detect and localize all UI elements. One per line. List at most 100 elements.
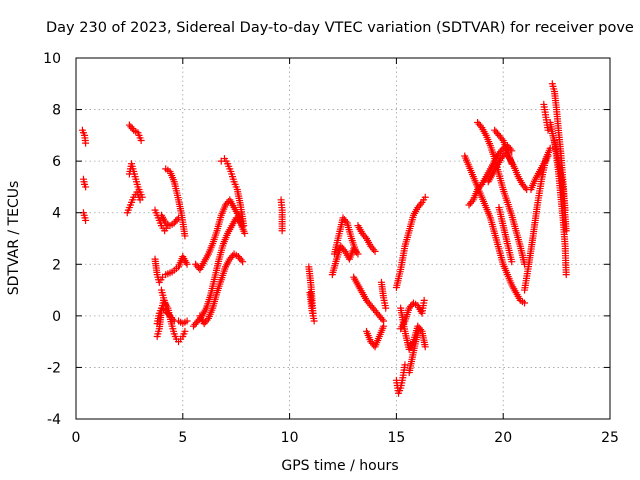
data-point-interp xyxy=(498,135,506,143)
series-s2c xyxy=(123,188,144,217)
data-point xyxy=(354,250,362,258)
data-point xyxy=(415,325,423,333)
data-point xyxy=(310,317,318,325)
series-s10b xyxy=(474,118,529,268)
series-s10a xyxy=(461,152,529,307)
series-s11f xyxy=(546,118,570,235)
data-point-interp xyxy=(237,256,245,264)
data-point xyxy=(183,317,191,325)
x-tick-labels: 0 5 10 15 20 25 xyxy=(72,430,619,446)
data-point-interp xyxy=(378,315,386,323)
y-tick-labels: -4 -2 0 2 4 6 8 10 xyxy=(43,51,61,428)
x-axis-label: GPS time / hours xyxy=(281,458,398,474)
data-point-interp xyxy=(521,184,529,192)
data-point xyxy=(508,160,516,168)
data-point-interp xyxy=(476,122,484,130)
data-point-interp xyxy=(342,217,350,225)
y-tick-label: 6 xyxy=(52,154,61,170)
data-point xyxy=(239,258,247,266)
data-point-interp xyxy=(468,198,476,206)
data-point xyxy=(181,327,189,335)
data-point xyxy=(371,247,379,255)
series-s5a xyxy=(189,214,249,330)
series-s8d xyxy=(354,222,379,255)
series-s8a xyxy=(330,214,360,258)
data-point xyxy=(181,232,189,240)
data-point-interp xyxy=(476,182,484,190)
data-point xyxy=(401,361,409,369)
data-point xyxy=(183,260,191,268)
data-point xyxy=(508,258,516,266)
x-tick-label: 5 xyxy=(178,430,187,446)
series-s11b xyxy=(527,152,552,194)
y-tick-label: 4 xyxy=(52,206,61,222)
data-point-interp xyxy=(340,246,348,254)
data-point xyxy=(82,139,90,147)
data-point xyxy=(164,309,172,317)
series-s3b xyxy=(151,253,191,286)
series-s8c xyxy=(350,273,388,325)
x-tick-label: 25 xyxy=(601,430,619,446)
data-point xyxy=(544,126,552,134)
data-point xyxy=(562,227,570,235)
y-tick-label: -4 xyxy=(47,412,61,428)
data-point xyxy=(380,322,388,330)
series-s5b xyxy=(192,196,247,273)
data-point xyxy=(82,216,90,224)
y-tick-label: 0 xyxy=(52,309,61,325)
data-point xyxy=(382,304,390,312)
series-s1c xyxy=(79,209,90,224)
data-point xyxy=(421,193,429,201)
series-s4b xyxy=(162,165,189,240)
series-s9d xyxy=(392,193,429,291)
data-point xyxy=(82,183,90,191)
data-point xyxy=(136,196,144,204)
data-points xyxy=(78,80,570,397)
series-s1a xyxy=(78,126,90,147)
series-s10e xyxy=(491,126,516,168)
series-s5d xyxy=(217,155,248,230)
data-point-interp xyxy=(370,246,378,254)
chart-title: Day 230 of 2023, Sidereal Day-to-day VTE… xyxy=(46,20,634,36)
x-tick-label: 15 xyxy=(387,430,405,446)
data-point xyxy=(421,343,429,351)
axis-ticks xyxy=(75,57,611,420)
data-point-interp xyxy=(128,124,136,132)
plot-frame xyxy=(75,57,611,420)
data-point-interp xyxy=(353,248,361,256)
data-point xyxy=(241,229,249,237)
series-s5c xyxy=(196,250,247,328)
data-point xyxy=(240,222,248,230)
x-tick-label: 0 xyxy=(72,430,81,446)
series-s7b xyxy=(306,289,318,325)
series-s6 xyxy=(277,196,286,235)
y-tick-label: 2 xyxy=(52,257,61,273)
data-point-interp xyxy=(498,146,506,154)
series-s11d xyxy=(548,80,569,214)
x-tick-label: 20 xyxy=(494,430,512,446)
y-tick-label: 10 xyxy=(43,51,61,67)
data-point xyxy=(546,144,554,152)
y-tick-label: -2 xyxy=(47,360,61,376)
y-axis-label: SDTVAR / TECUs xyxy=(6,181,22,296)
data-point-interp xyxy=(169,315,177,323)
data-point xyxy=(521,299,529,307)
series-s9e xyxy=(405,325,423,377)
data-point xyxy=(278,227,286,235)
data-point xyxy=(544,152,552,160)
series-s8f xyxy=(377,278,390,312)
series-s3a xyxy=(151,206,172,235)
series-s10f xyxy=(495,204,516,266)
data-point-interp xyxy=(203,316,211,324)
series-s1b xyxy=(79,175,90,191)
data-point xyxy=(137,137,145,145)
data-point-interp xyxy=(417,200,425,208)
grid-lines xyxy=(76,58,610,419)
series-s3e xyxy=(157,286,172,317)
y-tick-label: 8 xyxy=(52,103,61,119)
x-tick-label: 10 xyxy=(281,430,299,446)
data-point xyxy=(420,296,428,304)
data-point xyxy=(562,271,570,279)
